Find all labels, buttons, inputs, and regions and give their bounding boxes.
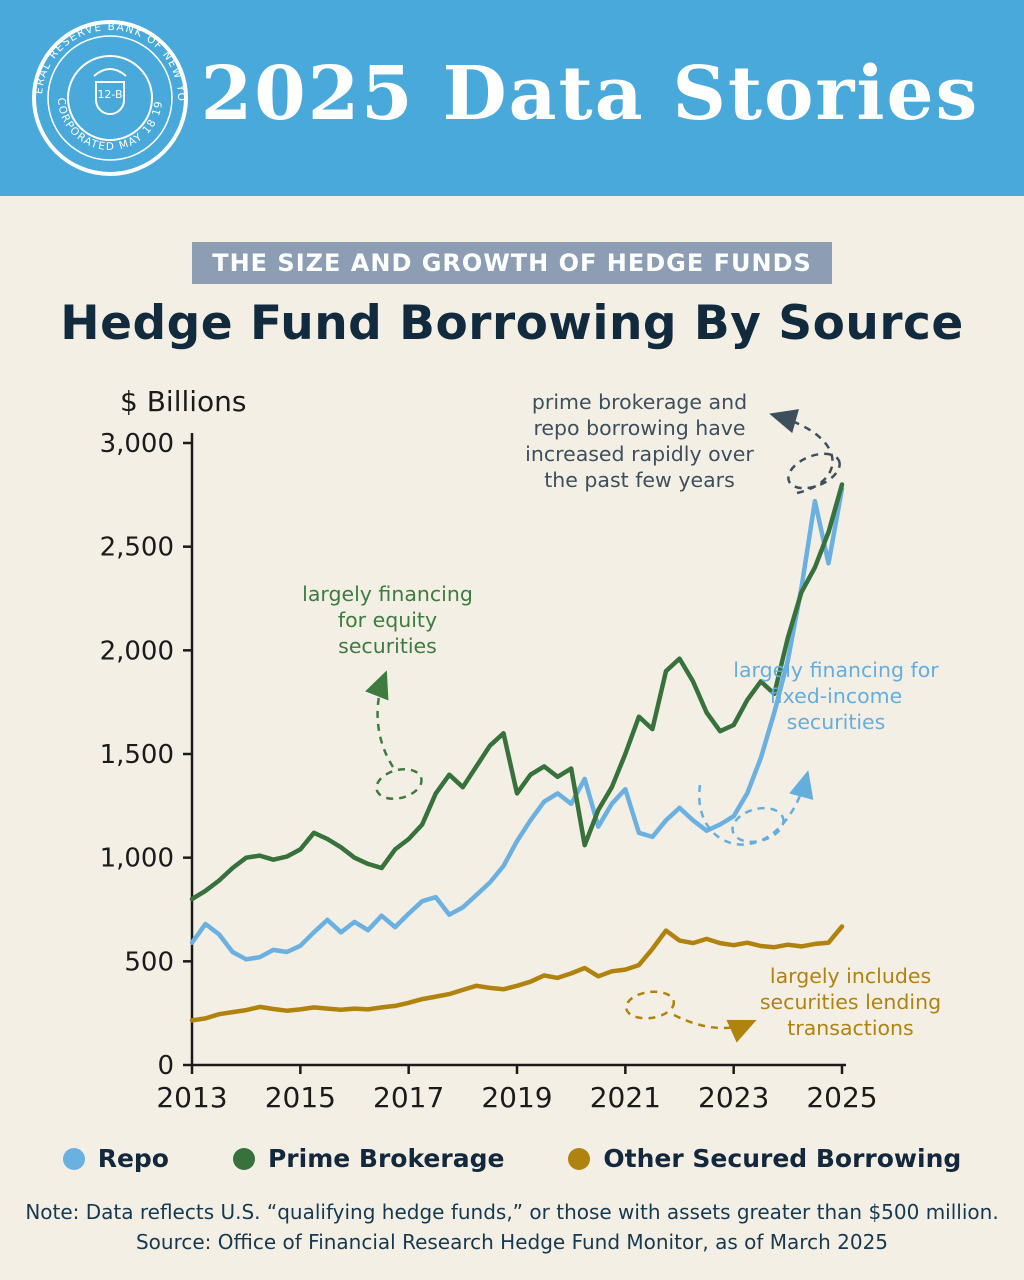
footnote: Note: Data reflects U.S. “qualifying hed… bbox=[0, 1197, 1024, 1257]
svg-text:1,500: 1,500 bbox=[100, 740, 174, 770]
svg-text:2,500: 2,500 bbox=[100, 533, 174, 563]
svg-text:0: 0 bbox=[157, 1051, 174, 1081]
svg-text:2013: 2013 bbox=[156, 1081, 227, 1114]
svg-text:2021: 2021 bbox=[590, 1081, 661, 1114]
svg-text:2025: 2025 bbox=[806, 1081, 877, 1114]
annotation-fixed-income: largely financing for fixed-income secur… bbox=[733, 658, 939, 734]
shield-icon bbox=[95, 81, 125, 115]
legend-label-other-secured: Other Secured Borrowing bbox=[603, 1144, 962, 1173]
page-title: Hedge Fund Borrowing By Source bbox=[60, 296, 964, 351]
line-chart: $ Billions 0 500 1,000 1,500 2,000 2,500 3,000 2… bbox=[100, 385, 878, 1114]
footnote-line-1: Note: Data reflects U.S. “qualifying hed… bbox=[25, 1200, 999, 1224]
legend-item-prime-brokerage: Prime Brokerage bbox=[232, 1144, 505, 1173]
seal-center-text: 12-B bbox=[97, 88, 122, 101]
other-secured-dot-icon bbox=[568, 1147, 591, 1170]
legend-label-prime-brokerage: Prime Brokerage bbox=[267, 1144, 505, 1173]
ny-fed-seal: FEDERAL RESERVE BANK OF NEW YORK INCORPO… bbox=[30, 18, 188, 176]
prime-brokerage-dot-icon bbox=[232, 1147, 255, 1170]
svg-text:3,000: 3,000 bbox=[100, 429, 174, 459]
svg-text:2017: 2017 bbox=[373, 1081, 444, 1114]
chart-container: $ Billions 0 500 1,000 1,500 2,000 2,500 3,000 2… bbox=[92, 385, 942, 1120]
footnote-line-2: Source: Office of Financial Research Hed… bbox=[135, 1230, 889, 1254]
header-banner: FEDERAL RESERVE BANK OF NEW YORK INCORPO… bbox=[0, 0, 1024, 196]
repo-dot-icon bbox=[62, 1147, 85, 1170]
svg-text:2,000: 2,000 bbox=[100, 636, 174, 666]
chart-legend: Repo Prime Brokerage Other Secured Borro… bbox=[0, 1144, 1024, 1173]
page-banner-title: 2025 Data Stories bbox=[200, 51, 980, 137]
legend-label-repo: Repo bbox=[97, 1144, 169, 1173]
annotation-prime-repo-growth: prime brokerage and repo borrowing have … bbox=[525, 390, 754, 492]
eagle-icon bbox=[93, 68, 127, 77]
svg-text:500: 500 bbox=[124, 947, 174, 977]
series-kicker-badge: THE SIZE AND GROWTH OF HEDGE FUNDS bbox=[192, 242, 832, 284]
legend-item-repo: Repo bbox=[62, 1144, 169, 1173]
svg-text:$ Billions: $ Billions bbox=[120, 385, 247, 418]
svg-text:2015: 2015 bbox=[265, 1081, 336, 1114]
legend-item-other-secured: Other Secured Borrowing bbox=[568, 1144, 961, 1173]
annotation-securities-lending: largely includes securities lending tran… bbox=[759, 964, 942, 1040]
svg-text:2019: 2019 bbox=[481, 1081, 552, 1114]
svg-text:1,000: 1,000 bbox=[100, 844, 174, 874]
annotation-equity-securities: largely financing for equity securities bbox=[302, 582, 473, 658]
svg-text:2023: 2023 bbox=[698, 1081, 769, 1114]
